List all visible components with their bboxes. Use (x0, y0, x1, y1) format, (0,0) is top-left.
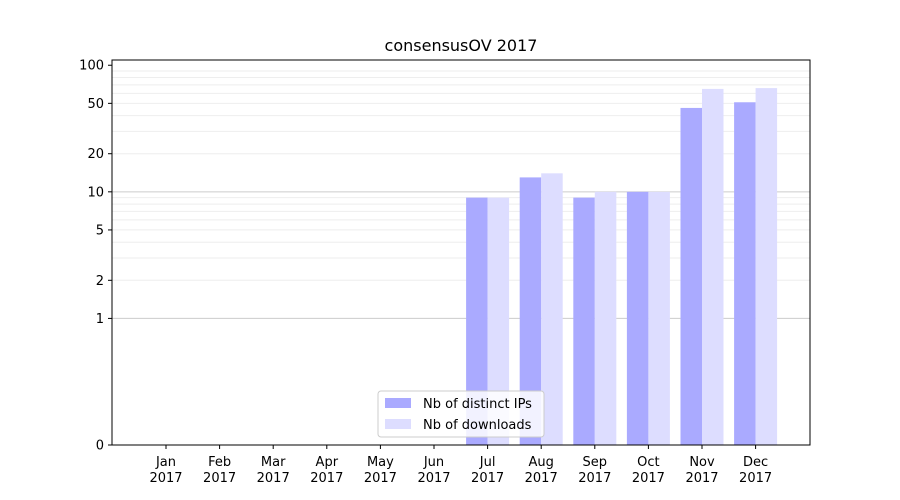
x-tick-label: Apr 2017 (310, 455, 343, 486)
y-tick-label: 100 (79, 59, 104, 74)
x-tick-label: May 2017 (364, 455, 397, 486)
x-tick-label: Dec 2017 (739, 455, 772, 486)
y-tick-label: 20 (87, 147, 104, 162)
bar-distinct-ips-nov (680, 107, 702, 446)
legend: Nb of distinct IPs Nb of downloads (377, 390, 545, 438)
bar-distinct-ips-oct (626, 191, 649, 445)
y-axis: 0 1 2 5 10 20 50 100 (79, 59, 112, 454)
x-tick-label: Jan 2017 (149, 455, 182, 486)
bar-downloads-sep (594, 191, 617, 445)
legend-label: Nb of downloads (423, 418, 532, 433)
bar-downloads-jul (487, 197, 510, 445)
bar-downloads-nov (702, 88, 724, 445)
x-tick-label: Sep 2017 (578, 455, 611, 486)
bar-distinct-ips-dec (734, 102, 756, 445)
y-tick-label: 5 (96, 223, 104, 238)
chart-title: consensusOV 2017 (385, 36, 538, 55)
y-tick-label: 10 (87, 185, 104, 200)
legend-swatch (385, 419, 411, 429)
legend-label: Nb of distinct IPs (423, 397, 532, 412)
x-tick-label: Aug 2017 (525, 455, 558, 486)
x-tick-label: Jul 2017 (471, 455, 504, 486)
bar-distinct-ips-jul (466, 197, 488, 445)
bar-distinct-ips-sep (573, 197, 595, 445)
legend-swatch (385, 398, 411, 408)
x-tick-label: Jun 2017 (417, 455, 450, 486)
bar-downloads-aug (541, 173, 563, 445)
x-axis: Jan 2017 Feb 2017 Mar 2017 Apr 2017 May 2017 Jun 20… (149, 445, 772, 486)
bar-distinct-ips-aug (519, 177, 542, 446)
x-tick-label: Feb 2017 (203, 455, 236, 486)
x-tick-label: Nov 2017 (685, 455, 718, 486)
x-tick-label: Oct 2017 (632, 455, 665, 486)
y-tick-label: 50 (87, 97, 104, 112)
bars (466, 88, 778, 446)
y-tick-label: 1 (96, 312, 104, 327)
plot-frame (111, 59, 811, 446)
y-tick-label: 0 (96, 439, 104, 454)
legend-box (377, 390, 545, 438)
y-tick-label: 2 (96, 274, 104, 289)
bar-downloads-oct (648, 191, 670, 445)
x-tick-label: Mar 2017 (257, 455, 290, 486)
bar-downloads-dec (755, 88, 778, 445)
